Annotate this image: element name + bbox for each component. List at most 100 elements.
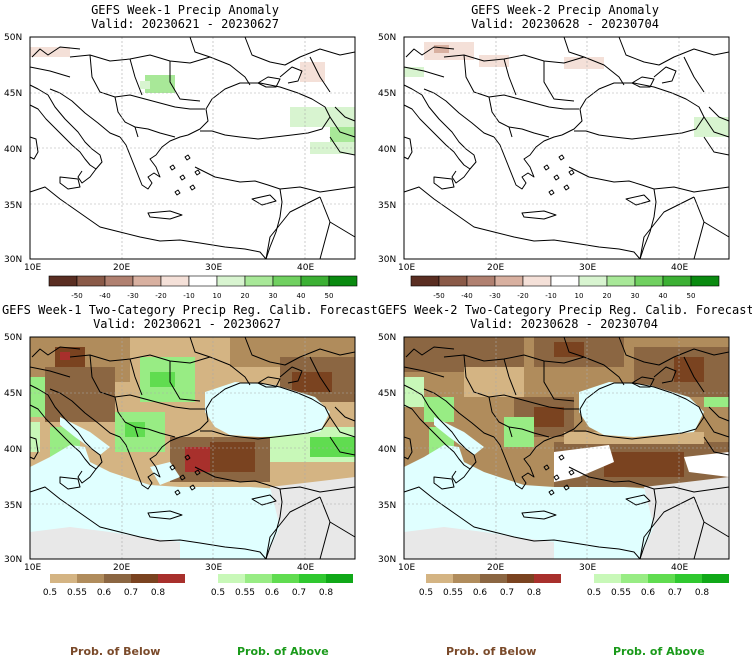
gray-land [30, 477, 355, 559]
panel3-title-line2: Valid: 20230621 - 20230627 [93, 317, 281, 331]
colorbar-label: 0.55 [443, 588, 463, 598]
panel1-axis-labels: 50N 45N 40N 35N 30N 10E 20E 30E 40E [4, 33, 314, 273]
lat-label: 50N [4, 333, 22, 343]
colorbar-swatch [621, 574, 648, 583]
panel4-map: 50N 45N 40N 35N 30N 10E 20E 30E 40E [376, 300, 752, 580]
colorbar-swatch [534, 574, 561, 583]
colorbar-swatch [702, 574, 729, 583]
lat-label: 45N [4, 89, 22, 99]
colorbar-label: 50 [687, 292, 696, 300]
colorbar-swatch [675, 574, 702, 583]
panel2-title-line1: GEFS Week-2 Precip Anomaly [471, 3, 659, 17]
colorbar-swatch [299, 574, 326, 583]
lat-label: 30N [378, 255, 396, 265]
lon-label: 10E [398, 263, 415, 273]
colorbar-swatch [131, 574, 158, 583]
lat-label: 35N [4, 201, 22, 211]
map-frame [403, 36, 730, 260]
lat-label: 40N [378, 445, 396, 455]
colorbar-label: 0.55 [611, 588, 631, 598]
panel1-title-line1: GEFS Week-1 Precip Anomaly [91, 3, 279, 17]
colorbar-label: -20 [517, 292, 528, 300]
colorbar-swatch [104, 275, 134, 287]
panel3-map: 50N 45N 40N 35N 30N 10E 20E 30E 40E [0, 300, 376, 580]
above-colorbar-2: 0.5 0.55 0.6 0.7 0.8 [584, 572, 734, 600]
lon-label: 10E [398, 563, 415, 573]
colorbar-label: 0.8 [695, 588, 710, 598]
lon-label: 40E [671, 563, 688, 573]
colorbar-label: 0.7 [124, 588, 138, 598]
panel1-map: 50N 45N 40N 35N 30N 10E 20E 30E 40E [0, 0, 376, 300]
anomaly-patches [30, 47, 355, 154]
colorbar-swatch [606, 275, 636, 287]
lon-label: 40E [297, 563, 314, 573]
colorbar-swatch [326, 574, 353, 583]
colorbar-label: -30 [127, 292, 138, 300]
prob-above-label: Prob. of Above [613, 645, 705, 658]
colorbar-swatch [662, 275, 692, 287]
lon-label: 40E [297, 263, 314, 273]
colorbar-label: -40 [99, 292, 110, 300]
colorbar-label: 10 [213, 292, 222, 300]
colorbar-swatch [690, 275, 720, 287]
colorbar-swatch [104, 574, 131, 583]
colorbar-label: -40 [461, 292, 472, 300]
colorbar-label: 0.55 [67, 588, 87, 598]
colorbar-swatch [328, 275, 358, 287]
colorbar-swatch [453, 574, 480, 583]
colorbar-swatch [132, 275, 162, 287]
map-frame [29, 336, 356, 560]
colorbar-swatch [300, 275, 330, 287]
panel2-title: GEFS Week-2 Precip Anomaly Valid: 202306… [405, 3, 725, 31]
colorbar-swatch [50, 574, 77, 583]
colorbar-label: 0.8 [319, 588, 334, 598]
lat-label: 35N [378, 201, 396, 211]
panel1-svg: 50N 45N 40N 35N 30N 10E 20E 30E 40E [4, 33, 356, 273]
colorbar-swatch [522, 275, 552, 287]
colorbar-swatch [648, 574, 675, 583]
above-colorbar-1: 0.5 0.55 0.6 0.7 0.8 [208, 572, 358, 600]
colorbar-swatch [578, 275, 608, 287]
panel2-axis-labels: 50N 45N 40N 35N 30N 10E 20E 30E 40E [378, 33, 688, 273]
below-colorbar-svg: 0.5 0.55 0.6 0.7 0.8 [43, 574, 185, 598]
colorbar-label: 0.5 [43, 588, 57, 598]
colorbar-swatch [272, 275, 302, 287]
colorbar-label: 40 [659, 292, 668, 300]
colorbar-label: 0.6 [265, 588, 280, 598]
panel4-title-line1: GEFS Week-2 Two-Category Precip Reg. Cal… [378, 303, 752, 317]
colorbar-swatch [48, 275, 78, 287]
colorbar-swatch [480, 574, 507, 583]
anomaly-colorbar-svg: -50 -40 -30 -20 -10 10 20 30 40 50 [48, 275, 358, 300]
panel4-title: GEFS Week-2 Two-Category Precip Reg. Cal… [378, 303, 752, 331]
colorbar-label: 20 [603, 292, 612, 300]
lat-label: 30N [4, 555, 22, 565]
anomaly-colorbar-2: -50 -40 -30 -20 -10 10 20 30 40 50 [405, 274, 725, 302]
colorbar-label: 0.7 [500, 588, 514, 598]
colorbar-label: 0.8 [151, 588, 166, 598]
panel3-svg: 50N 45N 40N 35N 30N 10E 20E 30E 40E [4, 333, 356, 573]
lon-label: 30E [579, 563, 596, 573]
colorbar-label: 30 [269, 292, 278, 300]
lat-label: 45N [4, 389, 22, 399]
colorbar-swatch [218, 574, 245, 583]
colorbar-swatch [244, 275, 274, 287]
anomaly-patches [404, 42, 729, 137]
lat-label: 45N [378, 389, 396, 399]
lon-label: 20E [487, 263, 504, 273]
colorbar-label: -10 [545, 292, 556, 300]
gray-land [404, 477, 729, 559]
colorbar-label: 0.6 [473, 588, 488, 598]
colorbar-label: -50 [71, 292, 82, 300]
colorbar-swatch [188, 275, 218, 287]
panel2-svg: 50N 45N 40N 35N 30N 10E 20E 30E 40E [378, 33, 730, 273]
colorbar-label: -20 [155, 292, 166, 300]
colorbar-label: 0.8 [527, 588, 542, 598]
panel1-title-line2: Valid: 20230621 - 20230627 [91, 17, 279, 31]
colorbar-label: 50 [325, 292, 334, 300]
colorbar-swatch [77, 574, 104, 583]
colorbar-swatch [550, 275, 580, 287]
colorbar-label: -50 [433, 292, 444, 300]
colorbar-swatch [634, 275, 664, 287]
colorbar-label: 0.6 [97, 588, 112, 598]
colorbar-swatch [507, 574, 534, 583]
